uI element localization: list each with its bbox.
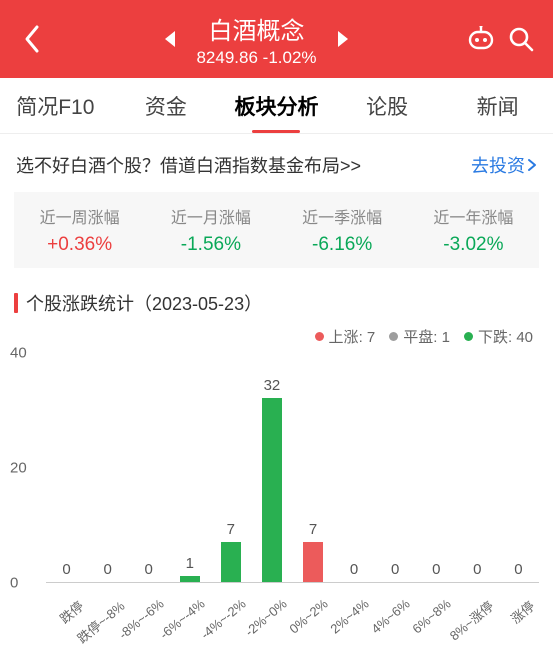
chart-bar-column: 70%~2% bbox=[292, 521, 333, 582]
search-icon bbox=[508, 26, 534, 52]
chart-plot-area: 0跌停0跌停~-8%0-8%~-6%1-6%~-4%7-4%~-2%32-2%~… bbox=[46, 353, 539, 583]
chart-bar-column: 0跌停~-8% bbox=[87, 561, 128, 582]
invest-link-label: 去投资 bbox=[471, 152, 525, 178]
bar-value-label: 32 bbox=[264, 377, 281, 394]
bar-rect bbox=[303, 542, 323, 582]
y-axis-tick: 40 bbox=[10, 345, 27, 362]
bar-value-label: 0 bbox=[514, 561, 522, 578]
bar-value-label: 7 bbox=[227, 521, 235, 538]
chart-bar-column: 0涨停 bbox=[498, 561, 539, 582]
y-axis-tick: 20 bbox=[10, 460, 27, 477]
bar-value-label: 0 bbox=[473, 561, 481, 578]
legend-down: 下跌: 40 bbox=[464, 326, 533, 347]
prev-stock-button[interactable] bbox=[152, 29, 188, 49]
header-title-box: 白酒概念 8249.86 -1.02% bbox=[188, 11, 324, 68]
chart-bar-column: 04%~6% bbox=[375, 561, 416, 582]
chart-bar-column: 32-2%~0% bbox=[251, 377, 292, 582]
promo-banner: 选不好白酒个股？借道白酒指数基金布局>> 去投资 bbox=[0, 134, 553, 192]
index-change: -1.02% bbox=[263, 48, 317, 67]
bar-value-label: 0 bbox=[432, 561, 440, 578]
stat-value: -6.16% bbox=[277, 234, 408, 256]
chart-bar-column: 7-4%~-2% bbox=[210, 521, 251, 582]
bar-value-label: 0 bbox=[391, 561, 399, 578]
bar-value-label: 0 bbox=[145, 561, 153, 578]
search-button[interactable] bbox=[501, 26, 541, 52]
stat-week: 近一周涨幅 +0.36% bbox=[14, 204, 145, 256]
next-stock-button[interactable] bbox=[325, 29, 361, 49]
tab-funds[interactable]: 资金 bbox=[111, 91, 222, 121]
legend-dot-flat bbox=[389, 332, 398, 341]
stat-quarter: 近一季涨幅 -6.16% bbox=[277, 204, 408, 256]
bar-rect bbox=[180, 576, 200, 582]
legend-flat-text: 平盘: 1 bbox=[403, 326, 450, 347]
tab-bar: 简况F10 资金 板块分析 论股 新闻 bbox=[0, 78, 553, 134]
legend-dot-up bbox=[315, 332, 324, 341]
legend-down-text: 下跌: 40 bbox=[478, 326, 533, 347]
stat-year: 近一年涨幅 -3.02% bbox=[408, 204, 539, 256]
legend-up-text: 上涨: 7 bbox=[329, 326, 376, 347]
index-value: 8249.86 bbox=[196, 48, 257, 67]
stat-month: 近一月涨幅 -1.56% bbox=[145, 204, 276, 256]
robot-icon bbox=[466, 26, 496, 52]
chart-bar-column: 02%~4% bbox=[334, 561, 375, 582]
bar-value-label: 7 bbox=[309, 521, 317, 538]
bar-value-label: 0 bbox=[62, 561, 70, 578]
tab-overview[interactable]: 简况F10 bbox=[0, 91, 111, 121]
back-button[interactable] bbox=[12, 24, 52, 54]
tab-sector-analysis[interactable]: 板块分析 bbox=[221, 91, 332, 121]
stat-label: 近一季涨幅 bbox=[277, 204, 408, 228]
bar-value-label: 1 bbox=[186, 555, 194, 572]
y-axis-tick: 0 bbox=[10, 575, 18, 592]
invest-link[interactable]: 去投资 bbox=[471, 152, 537, 178]
chart-bar-column: 1-6%~-4% bbox=[169, 555, 210, 582]
period-stats: 近一周涨幅 +0.36% 近一月涨幅 -1.56% 近一季涨幅 -6.16% 近… bbox=[14, 192, 539, 268]
stat-label: 近一周涨幅 bbox=[14, 204, 145, 228]
chart-bar-column: 08%~涨停 bbox=[457, 561, 498, 582]
legend-dot-down bbox=[464, 332, 473, 341]
chart-bar-column: 06%~8% bbox=[416, 561, 457, 582]
tab-news[interactable]: 新闻 bbox=[442, 91, 553, 121]
app-header: 白酒概念 8249.86 -1.02% bbox=[0, 0, 553, 78]
chart-legend: 上涨: 7 平盘: 1 下跌: 40 bbox=[0, 326, 553, 353]
stat-value: +0.36% bbox=[14, 234, 145, 256]
chevron-right-icon bbox=[527, 158, 537, 172]
tab-discuss[interactable]: 论股 bbox=[332, 91, 443, 121]
section-title-text: 个股涨跌统计（2023-05-23） bbox=[26, 290, 262, 316]
stat-value: -3.02% bbox=[408, 234, 539, 256]
bar-rect bbox=[262, 398, 282, 582]
updown-bar-chart: 02040 0跌停0跌停~-8%0-8%~-6%1-6%~-4%7-4%~-2%… bbox=[0, 353, 553, 653]
triangle-right-icon bbox=[336, 29, 350, 49]
index-subtitle: 8249.86 -1.02% bbox=[196, 48, 316, 68]
stat-label: 近一月涨幅 bbox=[145, 204, 276, 228]
triangle-left-icon bbox=[163, 29, 177, 49]
legend-up: 上涨: 7 bbox=[315, 326, 376, 347]
chevron-left-icon bbox=[23, 24, 41, 54]
legend-flat: 平盘: 1 bbox=[389, 326, 450, 347]
stat-value: -1.56% bbox=[145, 234, 276, 256]
stat-label: 近一年涨幅 bbox=[408, 204, 539, 228]
chart-bar-column: 0跌停 bbox=[46, 561, 87, 582]
bar-value-label: 0 bbox=[350, 561, 358, 578]
section-title: 个股涨跌统计（2023-05-23） bbox=[0, 268, 553, 326]
bar-value-label: 0 bbox=[103, 561, 111, 578]
promo-text: 选不好白酒个股？借道白酒指数基金布局>> bbox=[16, 152, 361, 178]
assistant-button[interactable] bbox=[461, 26, 501, 52]
concept-title: 白酒概念 bbox=[196, 11, 316, 46]
bar-rect bbox=[221, 542, 241, 582]
section-accent-bar bbox=[14, 293, 18, 313]
chart-bar-column: 0-8%~-6% bbox=[128, 561, 169, 582]
